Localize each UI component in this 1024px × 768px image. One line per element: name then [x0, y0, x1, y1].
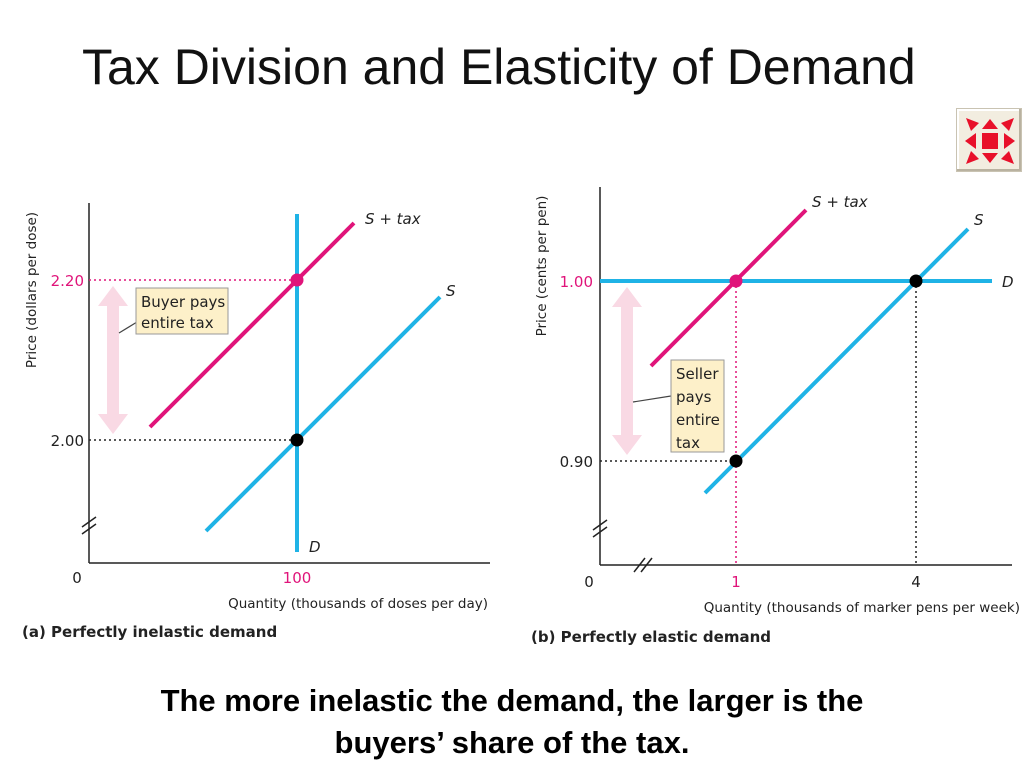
panel-b-seller-receives-point	[729, 454, 743, 468]
panel-b-note-line4: tax	[676, 434, 700, 452]
panel-b-note-box	[670, 359, 725, 453]
panel-a-x-origin: 0	[72, 569, 82, 587]
panel-b-tick-quantity-low: 1	[731, 573, 741, 591]
arrows-inward-icon	[965, 118, 1015, 164]
panel-a-tax-arrow	[98, 286, 128, 434]
panel-b-supply-curve	[703, 227, 970, 495]
panel-b-supply-tax-curve	[649, 208, 808, 368]
panel-b-y-axis-label: Price (cents per pen)	[534, 196, 550, 337]
nav-button[interactable]	[956, 108, 1022, 172]
panel-b-x-axis-label: Quantity (thousands of marker pens per w…	[704, 600, 1020, 616]
panel-b-note-line2: pays	[676, 388, 712, 406]
panel-a-tick-low-price: 2.00	[51, 432, 84, 450]
panel-a-note-line1: Buyer pays	[141, 293, 225, 311]
panel-a: Buyer pays entire tax 2.20 2.00 0 100 S …	[22, 203, 490, 641]
panel-b-x-origin: 0	[584, 573, 594, 591]
panel-a-note-leader	[118, 321, 138, 334]
panel-b-tick-quantity-high: 4	[911, 573, 921, 591]
panel-b-equilibrium-before-tax	[909, 274, 923, 288]
panel-b-tick-low-price: 0.90	[560, 453, 593, 471]
panel-a-supply-label: S	[446, 282, 456, 300]
panel-b-note-leader	[632, 395, 672, 403]
panel-b-tax-arrow	[612, 287, 642, 455]
panel-a-equilibrium-before-tax	[290, 433, 304, 447]
panel-a-supply-tax-curve	[148, 221, 356, 429]
panel-a-y-axis-label: Price (dollars per dose)	[24, 212, 40, 368]
panel-b-supply-tax-label: S + tax	[812, 193, 868, 211]
panel-b-equilibrium-with-tax	[729, 274, 743, 288]
panel-b-axis-break	[592, 519, 653, 573]
panel-a-supply-tax-label: S + tax	[365, 210, 421, 228]
caption-line-1: The more inelastic the demand, the large…	[160, 683, 864, 718]
panel-b-subtitle: (b) Perfectly elastic demand	[531, 628, 771, 646]
panel-b-note-line1: Seller	[676, 365, 719, 383]
caption-line-2: buyers’ share of the tax.	[334, 725, 690, 760]
panel-a-axis-break	[81, 516, 97, 535]
panel-a-tick-quantity: 100	[283, 569, 312, 587]
panel-b-supply-label: S	[974, 211, 984, 229]
panel-b-note-line3: entire	[676, 411, 720, 429]
panel-a-x-axis-label: Quantity (thousands of doses per day)	[228, 596, 488, 612]
panel-b-demand-label: D	[1002, 273, 1014, 291]
panel-b: Seller pays entire tax 1.00 0.90 0 1 4 S…	[531, 187, 1020, 646]
panel-a-note-box	[135, 287, 229, 335]
panel-a-tick-high-price: 2.20	[51, 272, 84, 290]
panel-a-equilibrium-with-tax	[290, 273, 304, 287]
slide-title: Tax Division and Elasticity of Demand	[82, 39, 916, 95]
panel-a-subtitle: (a) Perfectly inelastic demand	[22, 623, 277, 641]
panel-b-tick-high-price: 1.00	[560, 273, 593, 291]
panel-a-demand-label: D	[309, 538, 321, 556]
panel-a-supply-curve	[204, 295, 442, 533]
panel-a-note-line2: entire tax	[141, 314, 214, 332]
